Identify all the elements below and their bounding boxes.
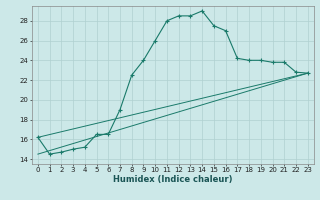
- X-axis label: Humidex (Indice chaleur): Humidex (Indice chaleur): [113, 175, 233, 184]
